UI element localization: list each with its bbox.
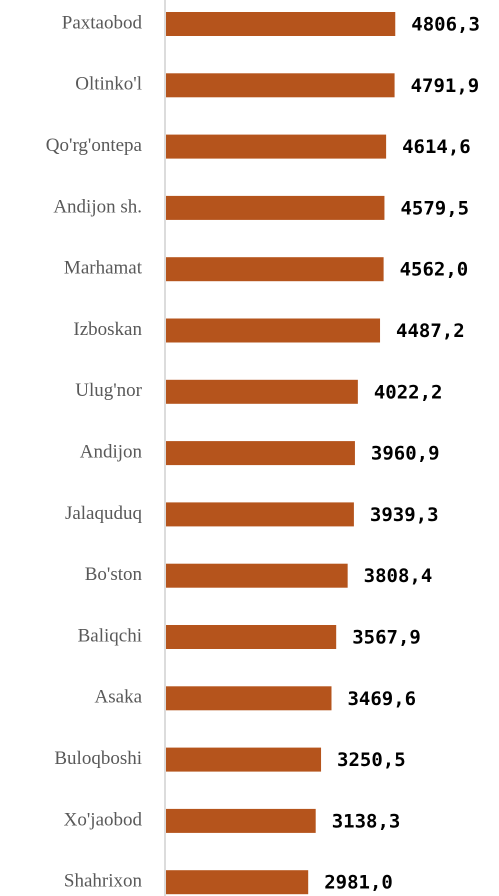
bar [166, 441, 355, 466]
bar [166, 257, 384, 282]
category-label: Buloqboshi [54, 748, 142, 769]
category-label: Xo'jaobod [64, 809, 143, 830]
value-label: 4022,2 [374, 381, 443, 403]
category-label: Baliqchi [78, 625, 142, 646]
category-label: Andijon sh. [53, 196, 142, 217]
value-label: 3960,9 [371, 443, 440, 465]
value-label: 4791,9 [411, 75, 480, 97]
value-label: 3469,6 [347, 688, 416, 710]
bar [166, 12, 396, 36]
value-label: 4487,2 [396, 320, 465, 342]
bar [166, 747, 322, 772]
category-label: Ulug'nor [75, 380, 142, 401]
bar [166, 502, 354, 527]
value-label: 4614,6 [402, 136, 471, 158]
value-label: 3138,3 [332, 810, 401, 832]
category-label: Asaka [95, 687, 143, 708]
value-label: 4806,3 [411, 14, 480, 36]
bar [166, 808, 316, 833]
value-label: 3808,4 [364, 565, 433, 587]
bar [166, 625, 337, 649]
category-label: Qo'rg'ontepa [46, 135, 143, 156]
bar [166, 73, 395, 98]
bar [166, 870, 309, 895]
value-label: 3567,9 [352, 627, 421, 649]
category-label: Jalaquduq [65, 503, 143, 524]
value-label: 4562,0 [400, 259, 469, 281]
category-label: Izboskan [73, 319, 142, 340]
bar [166, 195, 385, 220]
bar [166, 563, 348, 588]
category-label: Andijon [80, 441, 143, 462]
category-label: Paxtaobod [62, 12, 143, 33]
value-label: 4579,5 [400, 197, 469, 219]
bar [166, 318, 381, 343]
category-label: Marhamat [64, 258, 143, 279]
bar [166, 134, 387, 159]
value-label: 2981,0 [324, 872, 393, 894]
value-label: 3250,5 [337, 749, 406, 771]
bar [166, 686, 332, 711]
category-label: Shahrixon [64, 871, 143, 892]
category-label: Bo'ston [85, 564, 143, 585]
value-label: 3939,3 [370, 504, 439, 526]
category-label: Oltinko'l [75, 74, 142, 95]
bar [166, 379, 358, 404]
